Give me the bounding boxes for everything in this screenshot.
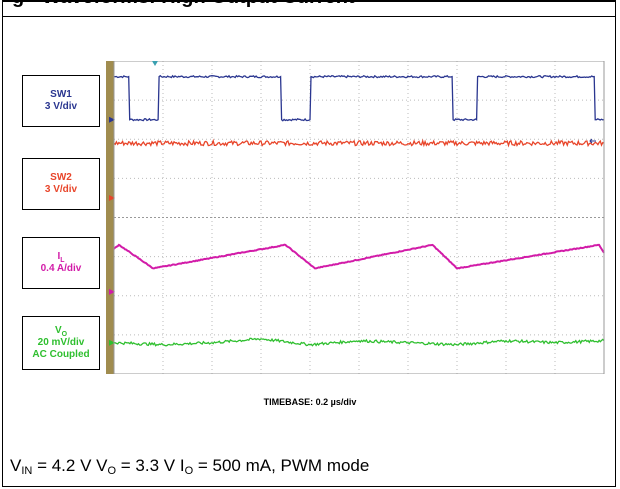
vin-symbol: V xyxy=(10,456,22,475)
vo-subscript: O xyxy=(107,465,117,477)
il-name-main: I xyxy=(57,251,61,262)
vo-scale: 20 mV/div xyxy=(37,337,85,348)
marker-vo xyxy=(109,339,115,346)
io-symbol: I xyxy=(179,456,185,475)
sw1-name: SW1 xyxy=(50,89,72,100)
left-bezel xyxy=(106,61,114,374)
sw1-scale: 3 V/div xyxy=(44,101,78,112)
grid xyxy=(114,61,604,374)
io-subscript: O xyxy=(184,465,194,477)
vo-symbol: V xyxy=(96,456,108,475)
header-rule xyxy=(2,0,616,2)
vo-name-main: V xyxy=(54,325,62,336)
vo-name-sub: O xyxy=(61,331,68,338)
il-name-sub: L xyxy=(60,257,65,264)
vo-value: = 3.3 V xyxy=(116,456,180,475)
marker-sw2 xyxy=(109,194,115,201)
traces xyxy=(113,74,605,347)
oscilloscope-plot xyxy=(106,61,606,374)
test-conditions: VIN = 4.2 V VO = 3.3 V IO = 500 mA, PWM … xyxy=(10,456,370,477)
channel-label-il: IL 0.4 A/div xyxy=(22,237,100,289)
io-value: = 500 mA, PWM mode xyxy=(193,456,370,475)
trace-sw1 xyxy=(113,74,605,122)
il-scale: 0.4 A/div xyxy=(40,263,82,274)
marker-il xyxy=(109,288,115,295)
channel-label-sw1: SW1 3 V/div xyxy=(22,75,100,127)
vin-value: = 4.2 V xyxy=(32,456,97,475)
vo-name: VO xyxy=(54,325,68,338)
trace-sw2 xyxy=(113,138,605,148)
sw2-scale: 3 V/div xyxy=(44,184,78,195)
channel-label-vo: VO 20 mV/div AC Coupled xyxy=(22,316,100,370)
il-name: IL xyxy=(57,251,65,264)
sw2-name: SW2 xyxy=(50,172,72,183)
trigger-level-marker xyxy=(589,138,596,144)
vo-coupling: AC Coupled xyxy=(32,349,90,360)
trigger-marker xyxy=(152,61,158,66)
marker-sw1 xyxy=(109,116,115,123)
timebase-label: TIMEBASE: 0.2 µs/div xyxy=(263,397,357,407)
figure-title: g - Waveforms: High Output Current xyxy=(12,0,355,9)
vin-subscript: IN xyxy=(21,465,33,477)
title-divider xyxy=(2,16,616,17)
plot-border xyxy=(113,61,605,374)
trace-il xyxy=(113,243,605,270)
channel-label-sw2: SW2 3 V/div xyxy=(22,158,100,210)
channel-markers xyxy=(109,116,115,346)
trace-vo xyxy=(113,337,605,347)
